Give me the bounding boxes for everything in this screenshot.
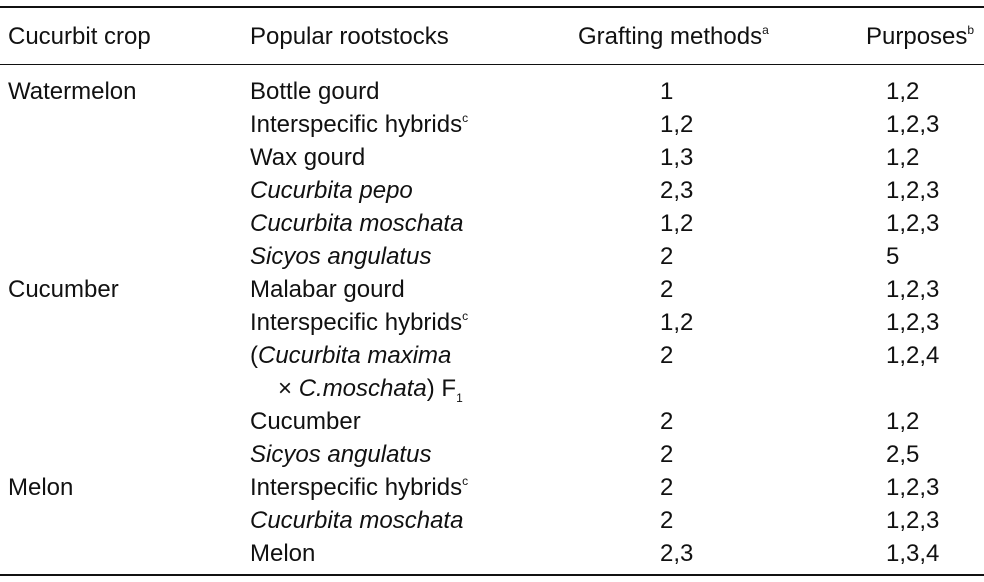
- methods-cell: 2,3: [660, 177, 694, 204]
- crop-label: Cucumber: [8, 276, 119, 303]
- rootstock-cell-continuation: × C.moschata) F1: [278, 375, 463, 405]
- rootstock-cell: Sicyos angulatus: [250, 441, 432, 468]
- methods-cell: 2: [660, 408, 674, 435]
- footnote-marker: c: [462, 474, 469, 488]
- top-rule: [0, 6, 984, 8]
- purposes-cell: 1,3,4: [886, 540, 940, 567]
- purposes-cell: 1,2,3: [886, 309, 940, 336]
- purposes-cell: 5: [886, 243, 900, 270]
- methods-cell: 2: [660, 441, 674, 468]
- rootstock-cell: Interspecific hybridsc: [250, 111, 469, 138]
- rootstock-cell: Interspecific hybridsc: [250, 309, 469, 336]
- methods-cell: 1,2: [660, 309, 694, 336]
- rootstock-cell: Cucurbita moschata: [250, 507, 464, 534]
- methods-cell: 1,2: [660, 210, 694, 237]
- footnote-marker: c: [462, 111, 469, 125]
- purposes-cell: 1,2: [886, 78, 920, 105]
- purposes-cell: 1,2,3: [886, 210, 940, 237]
- bottom-rule: [0, 574, 984, 576]
- methods-cell: 2: [660, 474, 674, 501]
- rootstock-cell: (Cucurbita maxima: [250, 342, 452, 369]
- rootstock-cell: Sicyos angulatus: [250, 243, 432, 270]
- methods-cell: 2: [660, 243, 674, 270]
- rootstock-cell: Interspecific hybridsc: [250, 474, 469, 501]
- crop-label: Watermelon: [8, 78, 137, 105]
- rootstock-cell: Cucurbita moschata: [250, 210, 464, 237]
- header-rule: [0, 64, 984, 65]
- purposes-cell: 1,2: [886, 408, 920, 435]
- purposes-cell: 1,2,3: [886, 177, 940, 204]
- rootstock-cell: Melon: [250, 540, 316, 567]
- rootstock-cell: Cucumber: [250, 408, 361, 435]
- methods-cell: 2: [660, 342, 674, 369]
- header-crop: Cucurbit crop: [8, 23, 151, 50]
- rootstock-cell: Wax gourd: [250, 144, 366, 171]
- rootstock-cell: Bottle gourd: [250, 78, 380, 105]
- footnote-marker: a: [762, 23, 769, 37]
- methods-cell: 2: [660, 276, 674, 303]
- methods-cell: 1,2: [660, 111, 694, 138]
- rootstock-cell: Cucurbita pepo: [250, 177, 413, 204]
- purposes-cell: 1,2,3: [886, 111, 940, 138]
- crop-label: Melon: [8, 474, 74, 501]
- footnote-marker: b: [967, 23, 975, 37]
- purposes-cell: 2,5: [886, 441, 920, 468]
- purposes-cell: 1,2,3: [886, 276, 940, 303]
- methods-cell: 1,3: [660, 144, 694, 171]
- purposes-cell: 1,2,4: [886, 342, 940, 369]
- header-purposes: Purposesb: [866, 23, 975, 50]
- methods-cell: 1: [660, 78, 674, 105]
- purposes-cell: 1,2: [886, 144, 920, 171]
- purposes-cell: 1,2,3: [886, 474, 940, 501]
- rootstock-cell: Malabar gourd: [250, 276, 405, 303]
- header-grafting-methods: Grafting methodsa: [578, 23, 769, 50]
- footnote-marker: c: [462, 309, 469, 323]
- methods-cell: 2,3: [660, 540, 694, 567]
- methods-cell: 2: [660, 507, 674, 534]
- purposes-cell: 1,2,3: [886, 507, 940, 534]
- header-rootstocks: Popular rootstocks: [250, 23, 449, 50]
